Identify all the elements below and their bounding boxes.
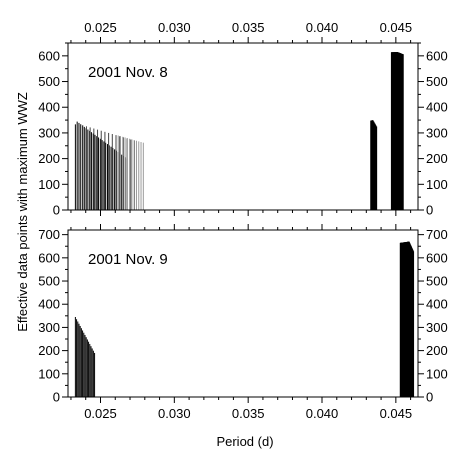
y-tick-label-right: 100: [426, 366, 448, 381]
y-tick-label-right: 500: [426, 274, 448, 289]
y-tick-label-right: 600: [426, 48, 448, 63]
y-tick-label-left: 0: [53, 203, 60, 218]
y-tick-label-left: 100: [38, 366, 60, 381]
x-tick-label-bottom: 0.045: [380, 406, 413, 421]
y-tick-label-left: 400: [38, 100, 60, 115]
x-tick-label-top: 0.045: [380, 20, 413, 35]
x-tick-label-bottom: 0.035: [232, 406, 265, 421]
x-axis-title: Period (d): [216, 434, 273, 449]
y-tick-label-left: 200: [38, 343, 60, 358]
panel-nov-8: 0.025 0.030 0.035 0.040 0.045 0 0 100 100 200 200 3…: [38, 20, 447, 218]
y-tick-label-left: 0: [53, 390, 60, 405]
bars-group: [74, 241, 415, 397]
bars-group: [74, 51, 404, 210]
y-tick-label-left: 600: [38, 250, 60, 265]
panel-label: 2001 Nov. 8: [88, 64, 168, 81]
y-tick-label-right: 600: [426, 250, 448, 265]
y-tick-label-right: 100: [426, 177, 448, 192]
panel-nov-9: 0.025 0.030 0.035 0.040 0.045 0 0 100 100 200 200 3…: [38, 224, 448, 421]
x-tick-label-top: 0.025: [84, 20, 117, 35]
y-tick-label-right: 400: [426, 100, 448, 115]
x-tick-label-top: 0.035: [232, 20, 265, 35]
y-tick-label-right: 0: [426, 203, 433, 218]
x-tick-label-bottom: 0.040: [306, 406, 339, 421]
x-tick-label-top: 0.040: [306, 20, 339, 35]
y-tick-label-left: 700: [38, 227, 60, 242]
y-tick-label-right: 0: [426, 390, 433, 405]
y-tick-label-right: 500: [426, 74, 448, 89]
y-tick-label-left: 600: [38, 48, 60, 63]
x-tick-label-bottom: 0.025: [84, 406, 117, 421]
y-tick-label-left: 400: [38, 297, 60, 312]
y-tick-label-left: 200: [38, 151, 60, 166]
x-tick-label-top: 0.030: [158, 20, 191, 35]
plot-frame: [67, 229, 419, 398]
x-tick-label-bottom: 0.030: [158, 406, 191, 421]
plot-frame: [67, 42, 419, 211]
panel-label: 2001 Nov. 9: [88, 251, 168, 268]
y-tick-label-left: 500: [38, 74, 60, 89]
y-tick-label-right: 300: [426, 125, 448, 140]
y-tick-label-left: 300: [38, 320, 60, 335]
y-tick-label-right: 700: [426, 227, 448, 242]
y-tick-label-right: 400: [426, 297, 448, 312]
y-axis-title: Effective data points with maximum WWZ: [15, 92, 30, 332]
y-tick-label-left: 300: [38, 125, 60, 140]
y-tick-label-left: 100: [38, 177, 60, 192]
y-tick-label-left: 500: [38, 274, 60, 289]
y-tick-label-right: 200: [426, 343, 448, 358]
y-tick-label-right: 200: [426, 151, 448, 166]
y-tick-label-right: 300: [426, 320, 448, 335]
